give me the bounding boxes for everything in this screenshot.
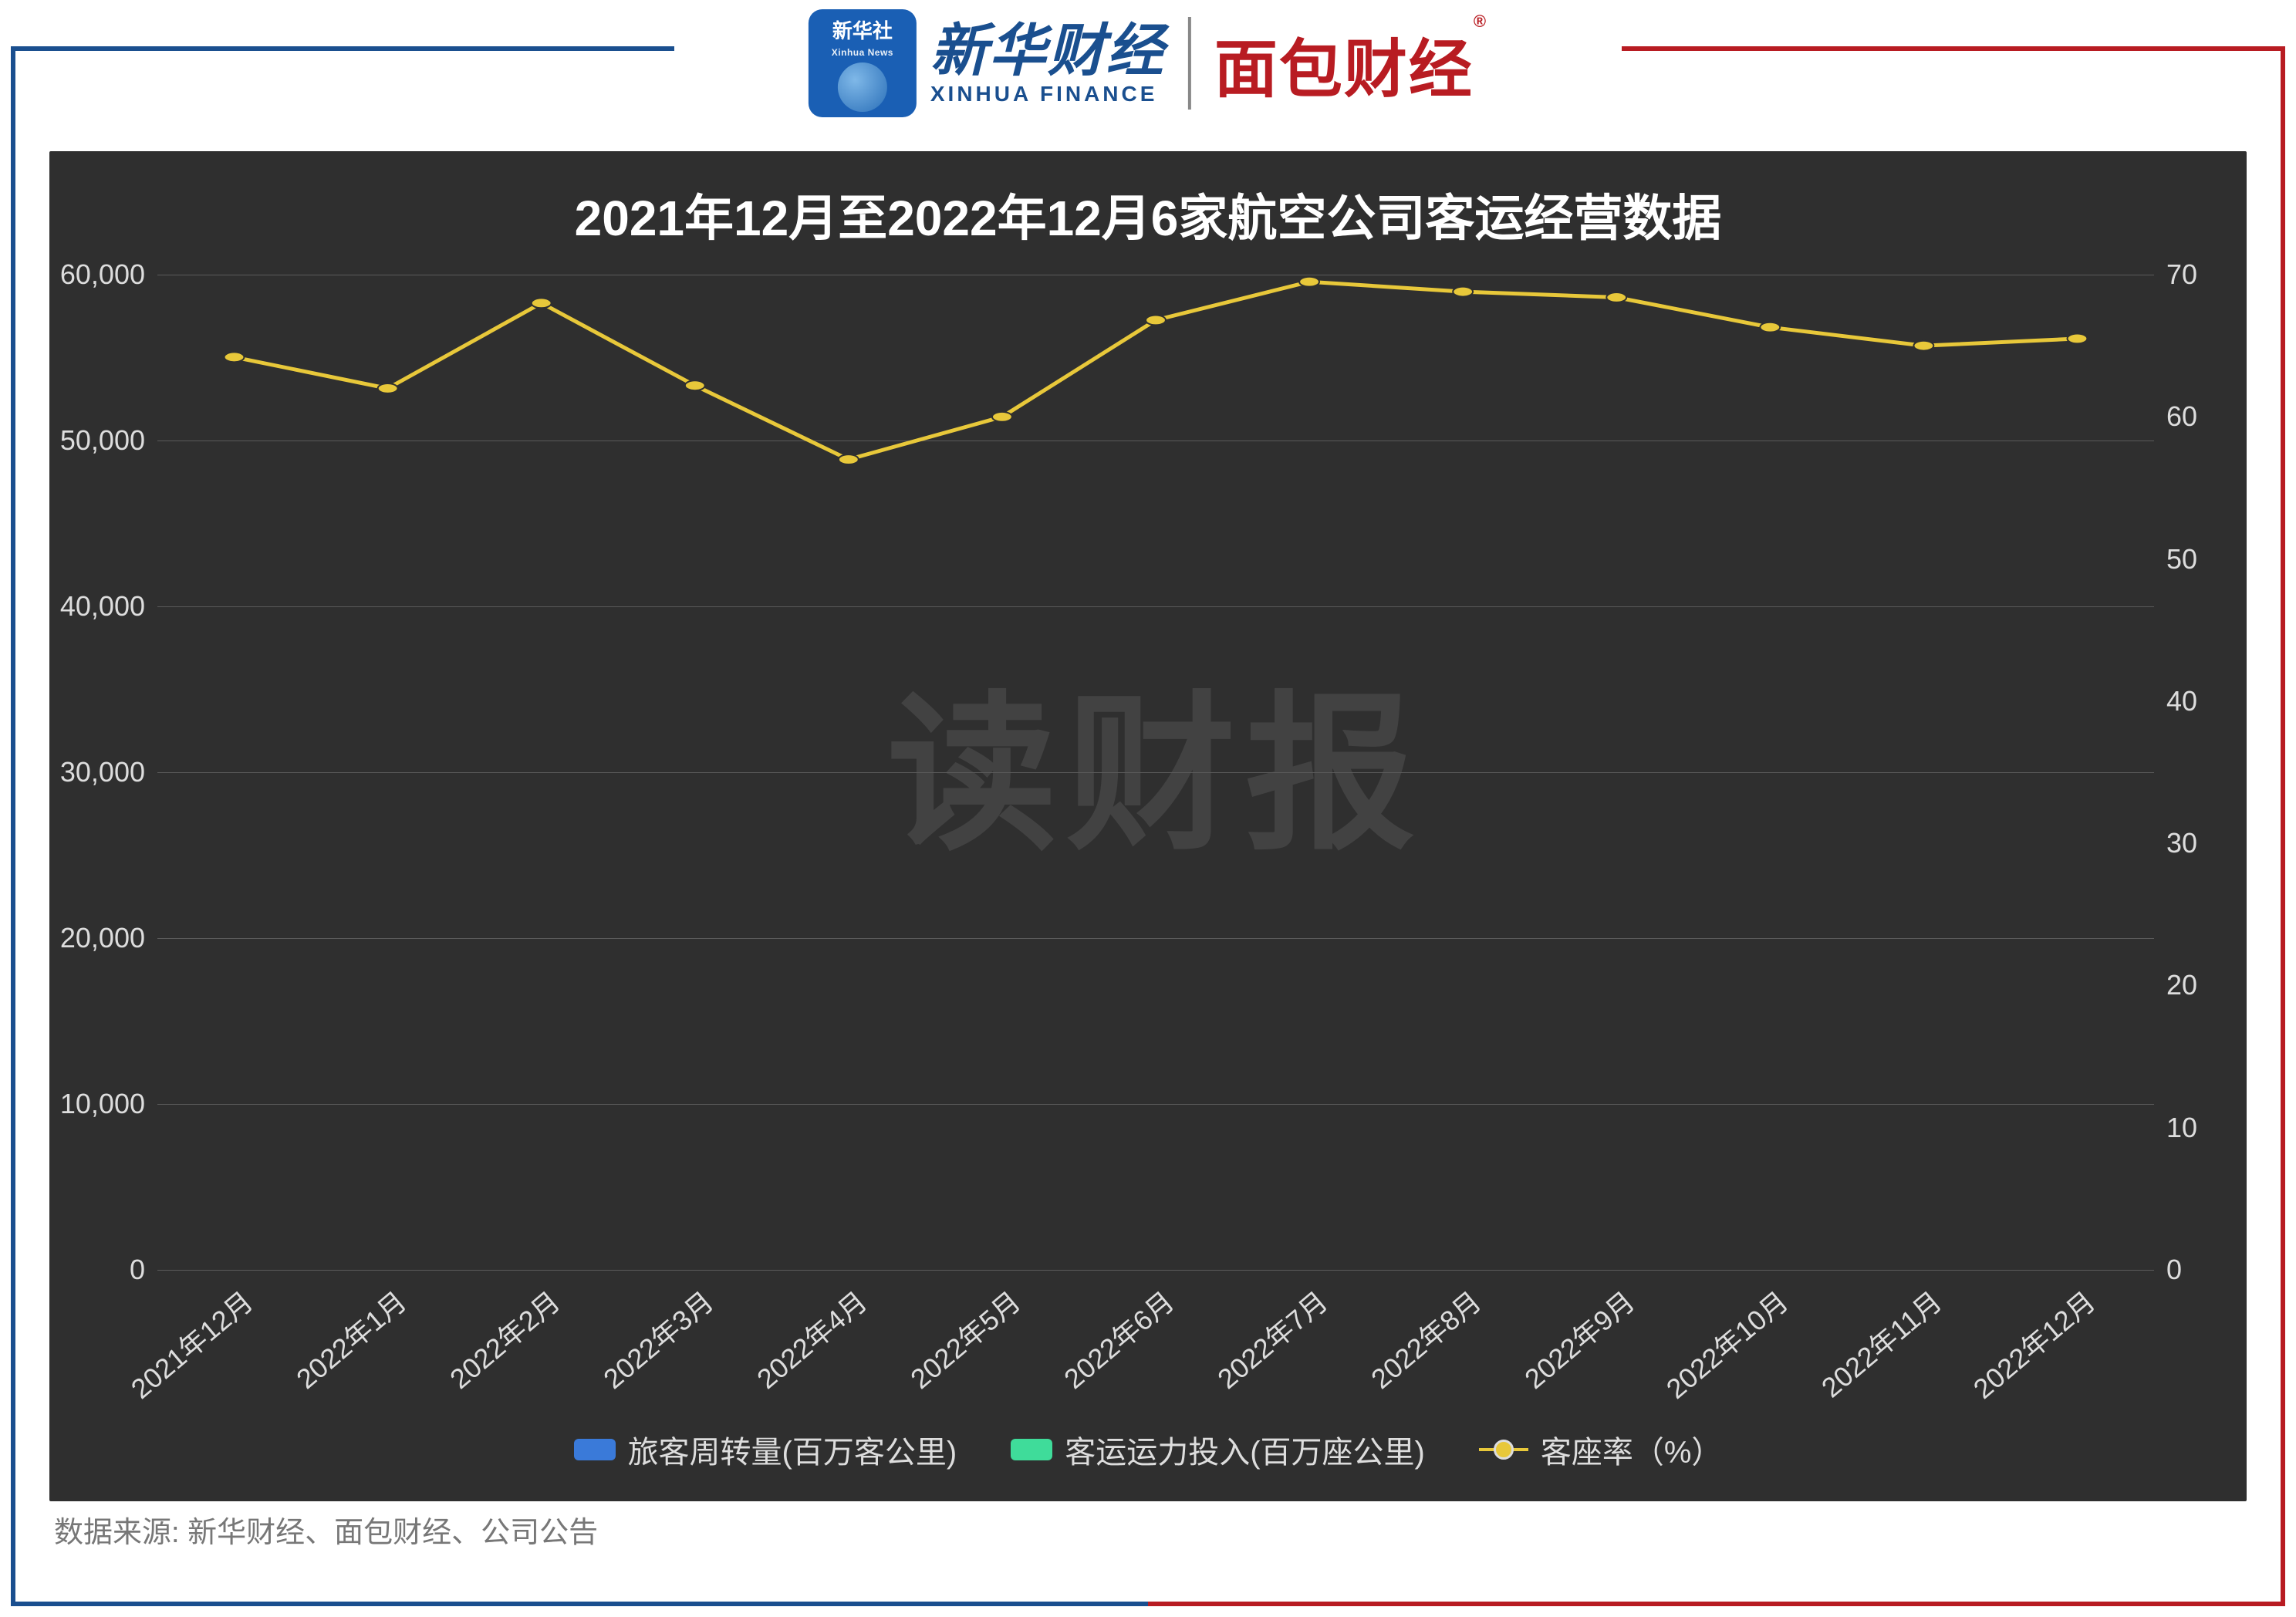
x-axis-tick: 2022年12月	[1963, 1281, 2103, 1406]
y-axis-left-tick: 20,000	[60, 922, 145, 954]
y-axis-right-tick: 40	[2166, 685, 2197, 717]
plot-area: 010,00020,00030,00040,00050,00060,000010…	[157, 275, 2154, 1270]
x-axis-tick: 2022年5月	[900, 1281, 1028, 1396]
globe-icon	[838, 62, 887, 112]
y-axis-left-tick: 40,000	[60, 590, 145, 623]
y-axis-left-tick: 0	[130, 1254, 145, 1286]
y-axis-right-tick: 0	[2166, 1254, 2182, 1286]
y-axis-right-tick: 60	[2166, 400, 2197, 433]
chart-title: 2021年12月至2022年12月6家航空公司客运经营数据	[49, 151, 2247, 250]
legend-item: 客座率（%）	[1479, 1427, 1723, 1472]
x-axis-tick: 2022年11月	[1811, 1281, 1950, 1406]
mianbao-logo-text: 面包财经	[1214, 35, 1474, 105]
y-axis-left-tick: 60,000	[60, 258, 145, 291]
x-axis-tick: 2022年1月	[286, 1281, 414, 1396]
xinhua-cn-text: 新华财经	[930, 21, 1165, 81]
xinhua-finance-wordmark: 新华财经 XINHUA FINANCE	[930, 21, 1165, 105]
frame-border-bottom	[11, 1602, 2285, 1606]
legend-item: 客运运力投入(百万座公里)	[1011, 1427, 1425, 1472]
x-axis-tick: 2022年2月	[440, 1281, 567, 1396]
xinhua-icon-subtext: Xinhua News	[832, 47, 893, 58]
legend-label: 客座率（%）	[1541, 1427, 1723, 1472]
xinhua-en-text: XINHUA FINANCE	[930, 83, 1165, 105]
header-logos: 新华社 Xinhua News 新华财经 XINHUA FINANCE 面包财经…	[778, 9, 1518, 117]
y-axis-left-tick: 10,000	[60, 1088, 145, 1120]
y-axis-left-tick: 50,000	[60, 424, 145, 457]
mianbao-logo: 面包财经®	[1214, 18, 1487, 110]
gridline	[157, 1270, 2154, 1271]
legend-swatch-bar	[1011, 1439, 1052, 1460]
x-axis-tick: 2021年12月	[120, 1281, 260, 1406]
registered-icon: ®	[1474, 12, 1487, 31]
y-axis-right-tick: 30	[2166, 827, 2197, 859]
frame-border-top-left	[11, 46, 674, 51]
logo-divider	[1188, 17, 1191, 110]
x-axis-tick: 2022年9月	[1514, 1281, 1642, 1396]
legend-swatch-line	[1479, 1448, 1528, 1451]
legend-swatch-bar	[574, 1439, 616, 1460]
y-axis-right-tick: 70	[2166, 258, 2197, 291]
frame-border-top-right	[1622, 46, 2285, 51]
x-axis-tick: 2022年8月	[1361, 1281, 1488, 1396]
y-axis-right-tick: 50	[2166, 543, 2197, 576]
x-axis-tick: 2022年4月	[747, 1281, 874, 1396]
legend-label: 旅客周转量(百万客公里)	[628, 1427, 957, 1472]
bars-layer	[157, 275, 2154, 1270]
xinhua-logo-block: 新华社 Xinhua News 新华财经 XINHUA FINANCE	[809, 9, 1165, 117]
y-axis-left-tick: 30,000	[60, 756, 145, 788]
legend: 旅客周转量(百万客公里) 客运运力投入(百万座公里) 客座率（%）	[49, 1427, 2247, 1472]
legend-label: 客运运力投入(百万座公里)	[1065, 1427, 1425, 1472]
x-axis-tick: 2022年10月	[1656, 1281, 1796, 1406]
frame-border-right	[2281, 46, 2285, 1606]
y-axis-right-tick: 20	[2166, 969, 2197, 1001]
x-axis-tick: 2022年3月	[593, 1281, 721, 1396]
xinhua-icon-text: 新华社	[832, 15, 893, 44]
legend-line-marker-icon	[1495, 1441, 1512, 1458]
xinhua-agency-icon: 新华社 Xinhua News	[809, 9, 917, 117]
x-axis-tick: 2022年7月	[1207, 1281, 1335, 1396]
y-axis-right-tick: 10	[2166, 1112, 2197, 1144]
x-axis-tick: 2022年6月	[1054, 1281, 1181, 1396]
frame-border-left	[11, 46, 15, 1606]
data-source-text: 数据来源: 新华财经、面包财经、公司公告	[54, 1508, 598, 1551]
legend-item: 旅客周转量(百万客公里)	[574, 1427, 957, 1472]
chart-panel: 2021年12月至2022年12月6家航空公司客运经营数据 010,00020,…	[49, 151, 2247, 1501]
